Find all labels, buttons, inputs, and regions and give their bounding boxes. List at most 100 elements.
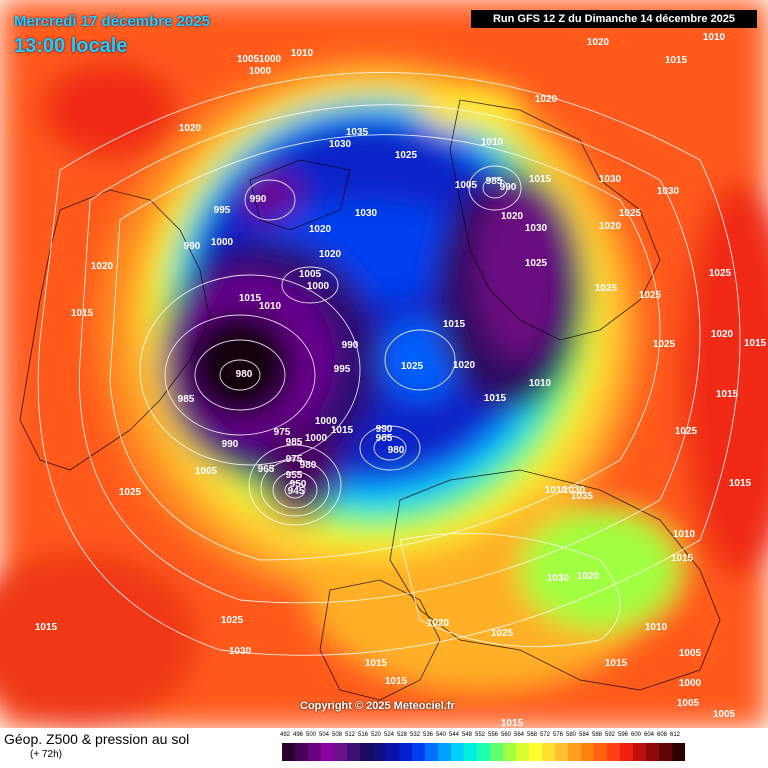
- legend-swatch: [516, 743, 529, 761]
- isobar-label: 975: [274, 427, 291, 438]
- isobar-label: 1000: [211, 237, 234, 248]
- isobar-label: 955: [286, 470, 303, 481]
- legend-label: 588: [592, 732, 603, 738]
- isobar-label: 1005: [455, 180, 478, 191]
- isobar-label: 1020: [599, 221, 622, 232]
- isobar-label: 1005: [237, 54, 260, 65]
- legend-swatch: [490, 743, 503, 761]
- isobar-label: 1030: [329, 139, 352, 150]
- legend-label: 524: [384, 732, 395, 738]
- isobar-label: 990: [184, 241, 201, 252]
- isobar-label: 1020: [587, 37, 610, 48]
- isobar-label: 975: [286, 454, 303, 465]
- isobar-label: 1000: [259, 54, 282, 65]
- legend-label: 508: [332, 732, 343, 738]
- isobar-label: 1015: [443, 319, 466, 330]
- isobar-label: 1020: [453, 360, 476, 371]
- isobar-label: 995: [214, 205, 231, 216]
- legend-swatch: [425, 743, 438, 761]
- isobar-label: 985: [486, 176, 503, 187]
- isobar-label: 1015: [729, 478, 752, 489]
- legend-label: 600: [631, 732, 642, 738]
- legend-swatch: [594, 743, 607, 761]
- isobar-label: 1030: [355, 208, 378, 219]
- forecast-date: Mercredi 17 décembre 2025: [14, 13, 210, 30]
- legend-label: 500: [306, 732, 317, 738]
- legend-swatch: [373, 743, 386, 761]
- legend-swatch: [451, 743, 464, 761]
- isobar-label: 1005: [677, 698, 700, 709]
- legend-swatch: [438, 743, 451, 761]
- isobar-label: 1025: [639, 290, 662, 301]
- legend-swatch: [620, 743, 633, 761]
- legend-swatch: [503, 743, 516, 761]
- isobar-label: 1020: [577, 571, 600, 582]
- isobar-label: 1025: [401, 361, 424, 372]
- legend-label: 608: [657, 732, 668, 738]
- isobar-label: 1025: [119, 487, 142, 498]
- isobar-label: 1030: [229, 646, 252, 657]
- legend-label: 596: [618, 732, 629, 738]
- isobar-label: 990: [222, 439, 239, 450]
- isobar-label: 1025: [221, 615, 244, 626]
- legend-color-bar: [282, 743, 685, 761]
- isobar-label: 1010: [673, 529, 696, 540]
- isobar-label: 985: [178, 394, 195, 405]
- land-outlines: [19, 99, 721, 701]
- isobar-label: 1020: [427, 618, 450, 629]
- legend-swatch: [542, 743, 555, 761]
- legend-label: 556: [488, 732, 499, 738]
- forecast-time: 13:00 locale: [14, 35, 128, 57]
- legend-swatch: [555, 743, 568, 761]
- legend-label: 612: [670, 732, 681, 738]
- copyright-notice: Copyright © 2025 Meteociel.fr: [300, 700, 455, 712]
- isobar-label: 1020: [535, 94, 558, 105]
- legend-swatch: [347, 743, 360, 761]
- legend-label: 544: [449, 732, 460, 738]
- isobar-label: 980: [236, 369, 253, 380]
- isobar-label: 990: [250, 194, 267, 205]
- legend-label: 528: [397, 732, 408, 738]
- legend-swatch: [308, 743, 321, 761]
- isobar-label: 980: [388, 445, 405, 456]
- isobar-label: 950: [290, 479, 307, 490]
- legend-label: 604: [644, 732, 655, 738]
- isobar-label: 965: [258, 464, 275, 475]
- legend-swatch: [282, 743, 295, 761]
- isobar-label: 1015: [331, 425, 354, 436]
- legend-swatch: [672, 743, 685, 761]
- isobar-label: 1005: [679, 648, 702, 659]
- legend-label: 520: [371, 732, 382, 738]
- legend-label: 576: [553, 732, 564, 738]
- legend-swatch: [321, 743, 334, 761]
- legend-label: 496: [293, 732, 304, 738]
- legend-label: 560: [501, 732, 512, 738]
- isobar-label: 1015: [665, 55, 688, 66]
- legend-label: 568: [527, 732, 538, 738]
- legend-label: 532: [410, 732, 421, 738]
- legend-swatch: [633, 743, 646, 761]
- isobar-label: 1015: [484, 393, 507, 404]
- isobar-label: 1020: [501, 211, 524, 222]
- isobar-label: 1010: [703, 32, 726, 43]
- isobar-label: 1025: [653, 339, 676, 350]
- legend-label: 592: [605, 732, 616, 738]
- isobar-label: 1020: [179, 123, 202, 134]
- isobar-label: 1015: [35, 622, 58, 633]
- isobar-label: 945: [288, 486, 305, 497]
- legend-swatch: [412, 743, 425, 761]
- legend-swatch: [646, 743, 659, 761]
- isobar-label: 1025: [619, 208, 642, 219]
- legend-swatch: [386, 743, 399, 761]
- isobar-label: 990: [376, 424, 393, 435]
- isobar-label: 985: [286, 437, 303, 448]
- isobar-label: 1020: [319, 249, 342, 260]
- isobar-label: 1010: [645, 622, 668, 633]
- isobar-label: 1000: [315, 416, 338, 427]
- isobar-label: 1015: [716, 389, 739, 400]
- isobar-label: 1015: [529, 174, 552, 185]
- isobar-label: 995: [334, 364, 351, 375]
- legend-label: 540: [436, 732, 447, 738]
